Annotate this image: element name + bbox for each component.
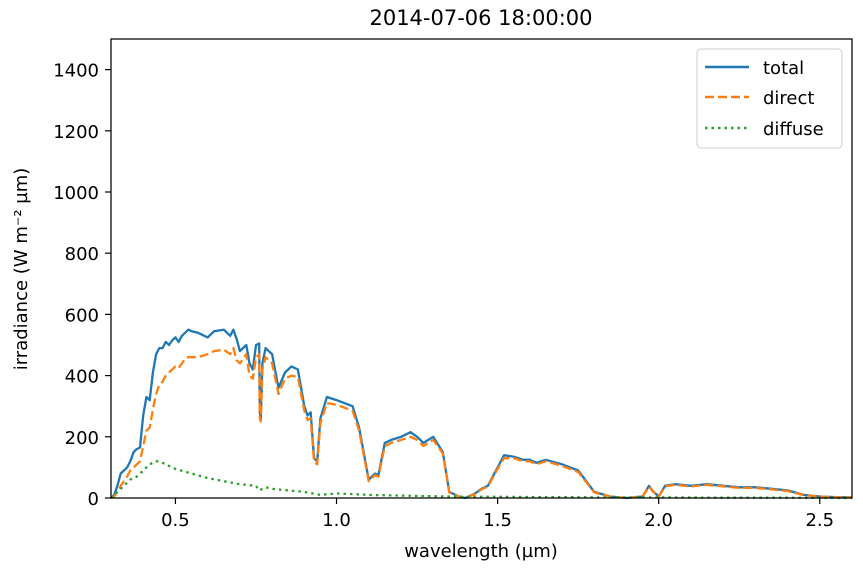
y-tick-label: 800 — [65, 244, 99, 265]
legend-label-diffuse: diffuse — [763, 119, 824, 140]
legend-label-direct: direct — [763, 88, 814, 109]
plot-frame — [110, 38, 853, 499]
x-tick-label: 2.0 — [644, 510, 673, 531]
y-tick-label: 1400 — [53, 61, 99, 82]
x-tick-label: 1.5 — [483, 510, 512, 531]
y-tick-label: 400 — [65, 367, 99, 388]
legend-box — [696, 48, 843, 149]
legend-label-total: total — [763, 58, 804, 79]
y-tick-label: 600 — [65, 305, 99, 326]
y-tick-label: 0 — [88, 489, 99, 510]
x-axis-label: wavelength (µm) — [404, 541, 558, 562]
x-tick-label: 1.0 — [322, 510, 351, 531]
x-axis: 0.5 1.0 1.5 2.0 2.5 — [161, 498, 834, 531]
y-axis: 0 200 400 600 800 1000 1200 1400 — [53, 61, 111, 510]
y-tick-label: 1000 — [53, 183, 99, 204]
legend: total direct diffuse — [696, 48, 843, 149]
x-tick-label: 2.5 — [805, 510, 834, 531]
chart-title: 2014-07-06 18:00:00 — [369, 6, 592, 30]
y-axis-label: irradiance (W m⁻² µm) — [11, 168, 32, 371]
y-tick-label: 200 — [65, 428, 99, 449]
x-tick-label: 0.5 — [161, 510, 190, 531]
y-tick-label: 1200 — [53, 122, 99, 143]
